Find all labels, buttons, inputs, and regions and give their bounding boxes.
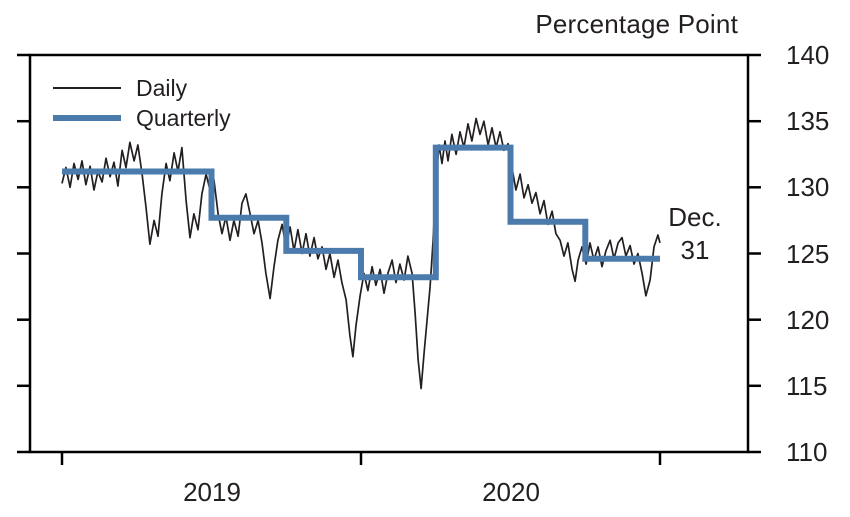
x-axis-label-2019: 2019: [183, 477, 241, 507]
end-date-annotation: Dec. 31: [656, 201, 734, 267]
daily-line-swatch: [53, 86, 121, 90]
legend-row-daily: Daily: [53, 73, 231, 103]
chart-title: Percentage Point: [535, 9, 738, 39]
legend-label-quarterly: Quarterly: [136, 104, 231, 131]
end-date-annotation-line2: 31: [680, 235, 710, 265]
legend-label-daily: Daily: [136, 74, 188, 101]
legend-row-quarterly: Quarterly: [53, 103, 231, 133]
quarterly-line-swatch: [53, 115, 121, 121]
x-axis-label-2020: 2020: [482, 477, 540, 507]
legend: Daily Quarterly: [53, 73, 231, 133]
end-date-annotation-line1: Dec.: [668, 202, 722, 232]
